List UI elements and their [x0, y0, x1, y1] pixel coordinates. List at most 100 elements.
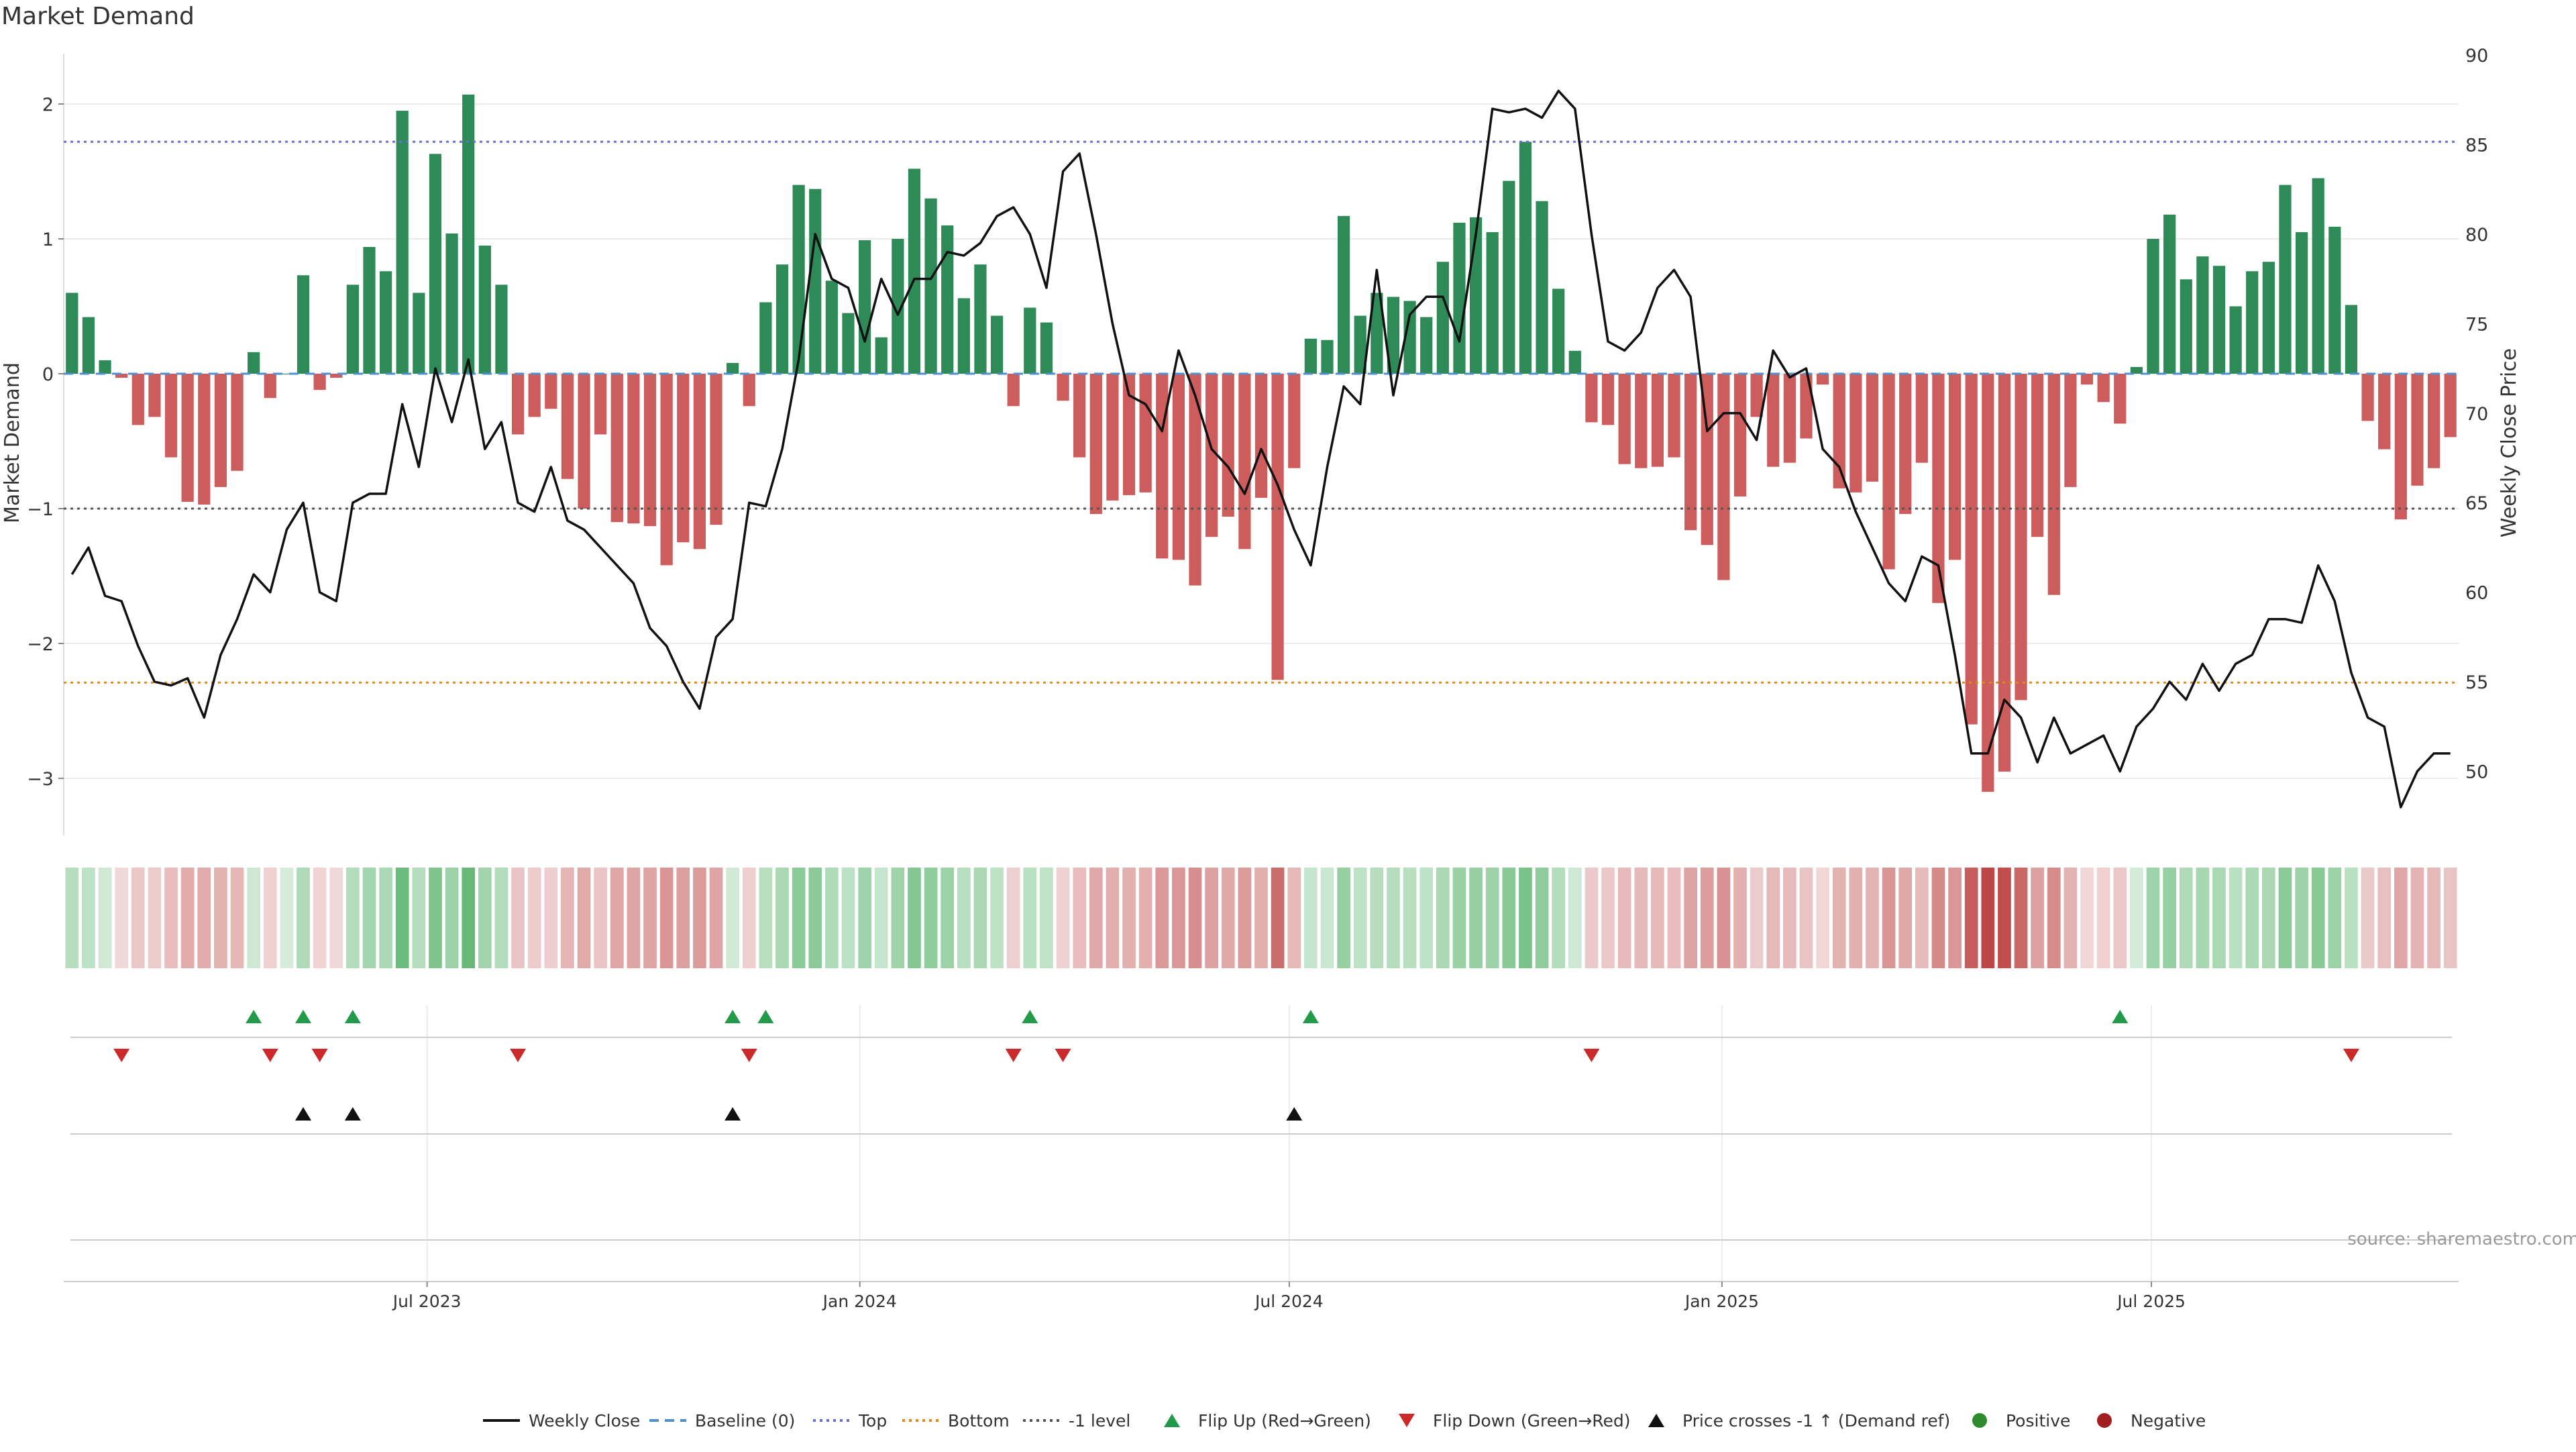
heat-cell [197, 868, 211, 968]
heat-cell [775, 868, 789, 968]
heat-cell [478, 868, 492, 968]
price-cross-marker [1286, 1107, 1303, 1121]
demand-bar [2312, 178, 2324, 374]
heat-cell [693, 868, 706, 968]
demand-bar [1982, 374, 1994, 792]
demand-bar [1668, 374, 1680, 458]
demand-bar [2378, 374, 2391, 450]
demand-bar [495, 284, 508, 374]
heat-cell [825, 868, 839, 968]
heat-cell [362, 868, 376, 968]
heat-cell [1122, 868, 1136, 968]
heat-cell [1040, 868, 1053, 968]
demand-bar [561, 374, 574, 479]
demand-bar [1701, 374, 1713, 546]
flip-up-marker [246, 1010, 262, 1023]
y-right-tick-label: 80 [2465, 225, 2488, 246]
heat-cell [297, 868, 310, 968]
demand-bar [1321, 340, 1334, 374]
heat-cell [709, 868, 723, 968]
flip-up-marker [2112, 1010, 2129, 1023]
heat-cell [561, 868, 574, 968]
heat-cell [1766, 868, 1780, 968]
demand-bar [2295, 231, 2308, 374]
heat-cell [1981, 868, 1995, 968]
heat-cell [1172, 868, 1185, 968]
legend-label: -1 level [1069, 1411, 1130, 1431]
heat-cell [990, 868, 1004, 968]
flip-down-marker [311, 1049, 328, 1062]
heat-cell [2196, 868, 2210, 968]
heat-cell [957, 868, 971, 968]
heat-cell [2245, 868, 2259, 968]
demand-bar [1601, 374, 1615, 425]
heat-cell [1006, 868, 1020, 968]
heat-cell [1106, 868, 1120, 968]
heat-cell [874, 868, 888, 968]
heat-cell [1535, 868, 1549, 968]
heat-cell [462, 868, 476, 968]
chart-title: Market Demand [1, 3, 195, 30]
heat-cell [1469, 868, 1483, 968]
demand-bar [1536, 201, 1548, 374]
legend-label: Flip Up (Red→Green) [1198, 1411, 1371, 1431]
y-left-tick-label: −1 [27, 499, 54, 520]
heat-cell [2394, 868, 2408, 968]
heat-cell [841, 868, 855, 968]
heat-cell [2146, 868, 2160, 968]
heat-cell [1882, 868, 1896, 968]
demand-bar [82, 317, 95, 374]
demand-bar [908, 168, 921, 374]
flip-down-marker [510, 1049, 527, 1062]
demand-bar [1503, 180, 1515, 374]
heat-cell [1998, 868, 2011, 968]
demand-bar [941, 225, 954, 374]
demand-bar [66, 293, 78, 374]
heat-cell [214, 868, 227, 968]
flip-up-marker [344, 1010, 361, 1023]
y-right-tick-label: 60 [2465, 583, 2488, 604]
demand-bar [429, 154, 442, 374]
heat-cell [1948, 868, 1962, 968]
heat-cell [2262, 868, 2275, 968]
demand-bar [198, 374, 211, 505]
demand-bar [1288, 374, 1301, 468]
demand-bar [1139, 374, 1152, 492]
heat-cell [2031, 868, 2045, 968]
legend-label: Negative [2131, 1411, 2206, 1431]
y-left-tick-label: −3 [27, 769, 54, 790]
demand-bar [1122, 374, 1136, 495]
heat-cell [2295, 868, 2308, 968]
heat-cell [1651, 868, 1664, 968]
heat-cell [2427, 868, 2440, 968]
demand-bar [1750, 374, 1763, 417]
heat-cell [1353, 868, 1367, 968]
demand-bar [2345, 305, 2358, 374]
heat-cell [792, 868, 806, 968]
demand-bar [1254, 374, 1268, 498]
demand-bar [974, 264, 987, 374]
legend-swatch-triangle-down [1399, 1414, 1415, 1427]
heat-cell [2047, 868, 2061, 968]
y-right-tick-label: 85 [2465, 135, 2488, 156]
demand-bar [1106, 374, 1119, 501]
demand-bar [858, 240, 871, 374]
demand-bar [1205, 374, 1218, 537]
legend-label: Bottom [948, 1411, 1010, 1431]
demand-bar [1238, 374, 1251, 550]
demand-bar [1222, 374, 1234, 517]
demand-bar [924, 198, 937, 374]
source-label: source: sharemaestro.com [2347, 1229, 2576, 1249]
demand-bar [809, 189, 822, 374]
heat-cell [2410, 868, 2424, 968]
heat-cell [1519, 868, 1532, 968]
heat-cell [1552, 868, 1566, 968]
heat-cell [1238, 868, 1252, 968]
heat-cell [1287, 868, 1301, 968]
demand-bar [2229, 306, 2242, 374]
legend-label: Top [858, 1411, 887, 1431]
flip-down-marker [262, 1049, 278, 1062]
demand-bar [131, 374, 144, 425]
heat-cell [98, 868, 112, 968]
heat-cell [1849, 868, 1863, 968]
